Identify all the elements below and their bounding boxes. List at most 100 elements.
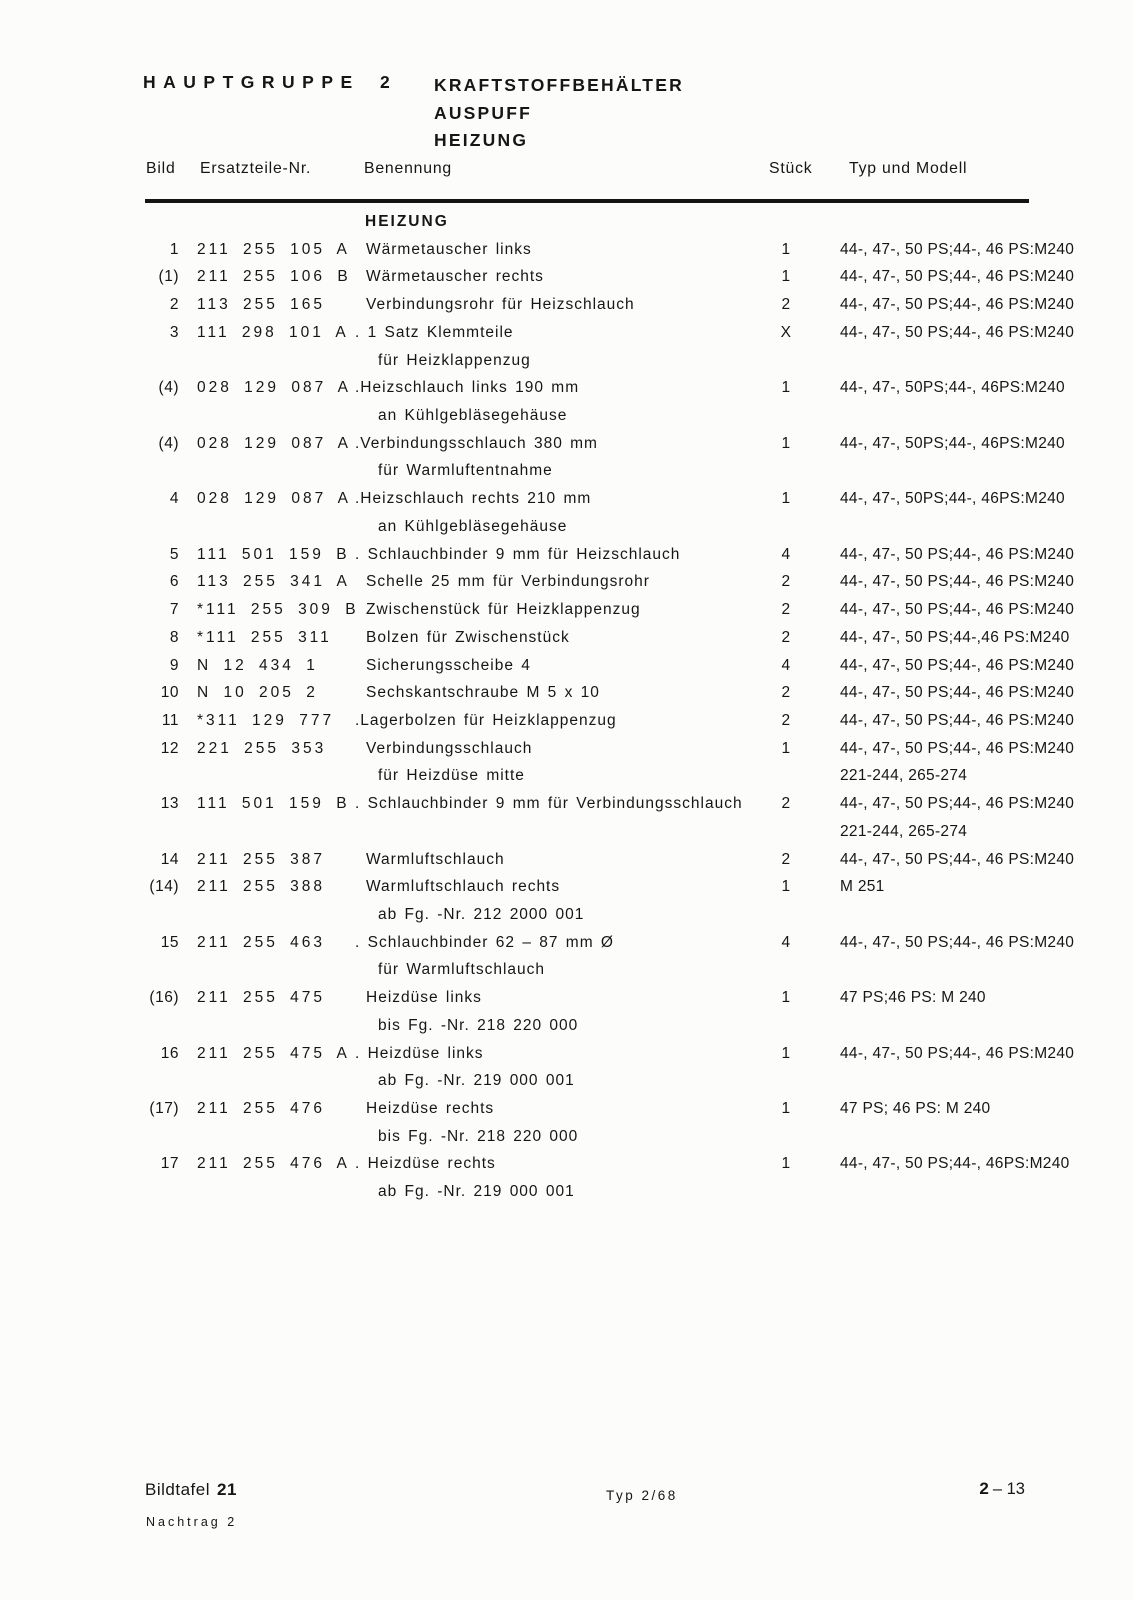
- cell-type-model: 221-244, 265-274: [840, 767, 968, 785]
- cell-description: Sechskantschraube M 5 x 10: [366, 684, 600, 702]
- cell-part-number: 111 298 101 A: [197, 323, 349, 341]
- cell-bild: 1: [169, 240, 179, 258]
- table-row: (16) 211 255 475 1 Heizdüse links 47 PS;46 P…: [0, 984, 1133, 1012]
- table-row-continuation: bis Fg. -Nr. 218 220 000: [0, 1123, 1133, 1151]
- cell-description: .Verbindungsschlauch 380 mm: [355, 434, 598, 452]
- cell-description: . Schlauchbinder 9 mm für Verbindungssch…: [355, 795, 743, 813]
- cell-bild: 2: [169, 296, 179, 314]
- table-row: 3 111 298 101 A X . 1 Satz Klemmteile 44-, 4…: [0, 319, 1133, 347]
- cell-type-model: 44-, 47-, 50 PS;44-, 46 PS:M240: [840, 711, 1075, 729]
- cell-description: Verbindungsschlauch: [366, 739, 533, 757]
- cell-type-model: 44-, 47-, 50 PS;44-, 46 PS:M240: [840, 323, 1075, 341]
- table-row: 15 211 255 463 4 . Schlauchbinder 62 – 87 m…: [0, 929, 1133, 957]
- cell-quantity: 2: [781, 573, 791, 591]
- cell-quantity: 4: [781, 933, 791, 951]
- footer-page-group: 2: [979, 1479, 989, 1498]
- cell-part-number: N 12 434 1: [197, 656, 318, 674]
- cell-description: . 1 Satz Klemmteile: [355, 323, 514, 341]
- cell-quantity: 1: [781, 379, 791, 397]
- cell-type-model: M 251: [840, 878, 885, 896]
- cell-description: für Heizdüse mitte: [378, 767, 525, 785]
- footer-plate: Bildtafel 21: [145, 1480, 237, 1500]
- cell-quantity: 2: [781, 684, 791, 702]
- table-row: 10 N 10 205 2 2 Sechskantschraube M 5 x 10 4…: [0, 679, 1133, 707]
- table-row-continuation: ab Fg. -Nr. 219 000 001: [0, 1178, 1133, 1206]
- cell-description: Verbindungsrohr für Heizschlauch: [366, 296, 635, 314]
- footer-type-note: Typ 2/68: [606, 1488, 678, 1503]
- cell-part-number: 211 255 388: [197, 878, 326, 896]
- table-row: (17) 211 255 476 1 Heizdüse rechts 47 PS; 46…: [0, 1095, 1133, 1123]
- cell-part-number: 028 129 087 A: [197, 434, 351, 452]
- table-row: (14) 211 255 388 1 Warmluftschlauch rechts M…: [0, 873, 1133, 901]
- title-line-heizung: HEIZUNG: [434, 130, 529, 150]
- table-row: 11 *311 129 777 2 .Lagerbolzen für Heizklap…: [0, 707, 1133, 735]
- footer-page-rest: – 13: [992, 1480, 1025, 1498]
- table-row: 12 221 255 353 1 Verbindungsschlauch 44-, 47…: [0, 735, 1133, 763]
- cell-bild: 3: [169, 323, 179, 341]
- cell-bild: 15: [160, 933, 179, 951]
- cell-part-number: 028 129 087 A: [197, 379, 351, 397]
- table-row: 2 113 255 165 2 Verbindungsrohr für Heizsch…: [0, 291, 1133, 319]
- cell-bild: (4): [158, 434, 179, 452]
- table-row: 1 211 255 105 A 1 Wärmetauscher links 44-, 4…: [0, 236, 1133, 264]
- cell-description: ab Fg. -Nr. 219 000 001: [378, 1072, 575, 1090]
- cell-bild: (17): [149, 1100, 179, 1117]
- cell-description: bis Fg. -Nr. 218 220 000: [378, 1127, 579, 1145]
- title-line-kraftstoffbehaelter: KRAFTSTOFFBEHÄLTER: [434, 75, 684, 95]
- cell-type-model: 44-, 47-, 50 PS;44-, 46 PS:M240: [840, 268, 1075, 286]
- cell-description: Schelle 25 mm für Verbindungsrohr: [366, 573, 650, 591]
- cell-description: Wärmetauscher rechts: [366, 268, 544, 286]
- parts-table: HEIZUNG 1 211 255 105 A 1 Wärmetauscher lin…: [0, 208, 1133, 1206]
- cell-bild: (16): [149, 989, 179, 1007]
- cell-part-number: 221 255 353: [197, 739, 327, 757]
- cell-description: Sicherungsscheibe 4: [366, 656, 531, 674]
- cell-description: ab Fg. -Nr. 219 000 001: [378, 1183, 575, 1201]
- cell-quantity: 2: [781, 711, 791, 729]
- footer-page-number: 2– 13: [925, 1479, 1025, 1499]
- column-header-bild: Bild: [146, 160, 176, 177]
- table-row: 16 211 255 475 A 1 . Heizdüse links 44-, 47-…: [0, 1040, 1133, 1068]
- header-divider-rule: [145, 199, 1029, 203]
- cell-part-number: *311 129 777: [197, 711, 335, 729]
- cell-part-number: 113 255 165: [197, 296, 326, 314]
- cell-description: ab Fg. -Nr. 212 2000 001: [378, 905, 585, 923]
- cell-type-model: 44-, 47-, 50 PS;44-, 46PS:M240: [840, 1155, 1070, 1173]
- cell-quantity: 1: [781, 739, 791, 757]
- cell-part-number: 111 501 159 B: [197, 795, 350, 813]
- cell-bild: 6: [169, 573, 179, 591]
- cell-type-model: 47 PS; 46 PS: M 240: [840, 1100, 991, 1117]
- cell-part-number: *111 255 311: [197, 628, 332, 646]
- table-row: 7 *111 255 309 B 2 Zwischenstück für Heizkl…: [0, 596, 1133, 624]
- cell-description: Heizdüse rechts: [366, 1100, 495, 1117]
- cell-quantity: 1: [781, 1155, 791, 1173]
- column-header-stueck: Stück: [769, 160, 813, 177]
- cell-quantity: 1: [781, 240, 791, 258]
- table-row-continuation: an Kühlgebläsegehäuse: [0, 513, 1133, 541]
- page-title: KRAFTSTOFFBEHÄLTER AUSPUFF HEIZUNG: [434, 72, 684, 155]
- table-row-continuation: für Heizdüse mitte 221-244, 265-274: [0, 762, 1133, 790]
- cell-bild: 12: [160, 739, 179, 757]
- footer-plate-label: Bildtafel: [145, 1480, 210, 1499]
- cell-type-model: 44-, 47-, 50PS;44-, 46PS:M240: [840, 434, 1065, 452]
- cell-bild: 13: [160, 795, 179, 813]
- main-group-label: HAUPTGRUPPE 2: [143, 72, 398, 92]
- cell-part-number: 211 255 387: [197, 850, 326, 868]
- table-rows: 1 211 255 105 A 1 Wärmetauscher links 44-, 4…: [0, 236, 1133, 1206]
- cell-bild: (14): [149, 878, 179, 896]
- table-row-continuation: 221-244, 265-274: [0, 818, 1133, 846]
- cell-description: .Lagerbolzen für Heizklappenzug: [355, 711, 617, 729]
- column-header-benennung: Benennung: [364, 160, 453, 177]
- table-row: 13 111 501 159 B 2 . Schlauchbinder 9 mm fü…: [0, 790, 1133, 818]
- section-title: HEIZUNG: [365, 213, 449, 230]
- cell-description: für Warmluftschlauch: [378, 961, 545, 979]
- cell-quantity: 2: [781, 628, 791, 646]
- table-row: 9 N 12 434 1 4 Sicherungsscheibe 4 44-, 47-,…: [0, 652, 1133, 680]
- column-header-ersatzteile-nr: Ersatzteile-Nr.: [200, 160, 312, 177]
- cell-description: bis Fg. -Nr. 218 220 000: [378, 1016, 579, 1034]
- cell-type-model: 44-, 47-, 50 PS;44-, 46 PS:M240: [840, 850, 1075, 868]
- cell-type-model: 44-, 47-, 50 PS;44-, 46 PS:M240: [840, 656, 1075, 674]
- cell-bild: 14: [160, 850, 179, 868]
- cell-part-number: 211 255 476 A: [197, 1155, 350, 1173]
- cell-quantity: 4: [781, 656, 791, 674]
- cell-part-number: 211 255 475: [197, 989, 326, 1007]
